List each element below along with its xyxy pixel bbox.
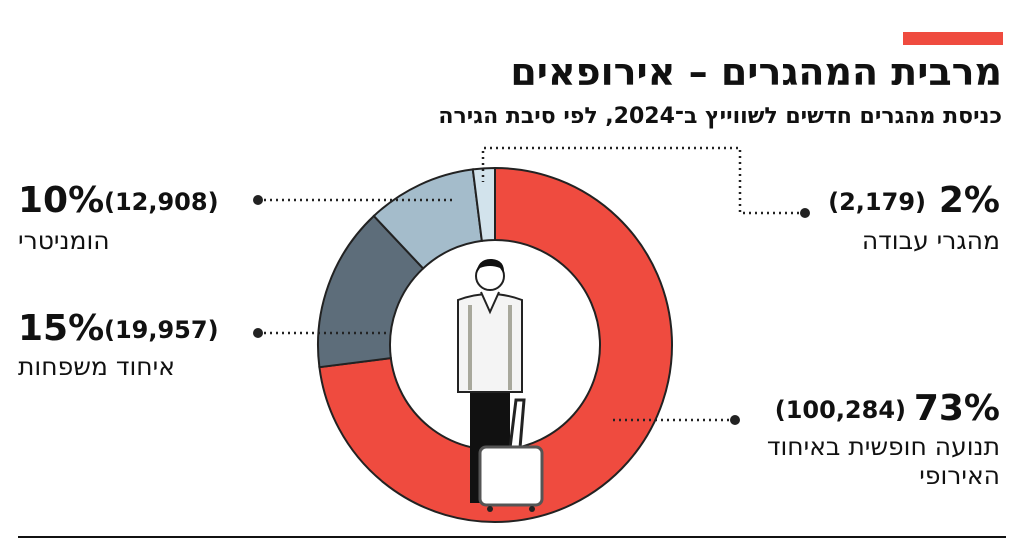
leader-dots <box>253 195 810 425</box>
value-label: 2% <box>938 180 1000 221</box>
slice <box>318 166 673 523</box>
value-label: 10% <box>18 180 105 221</box>
count-label: (100,284) <box>774 396 906 424</box>
count-label: (19,957) <box>104 316 219 344</box>
category-label: מהגרי עבודה <box>861 226 1000 255</box>
count-label: (12,908) <box>104 188 219 216</box>
donut <box>317 166 673 523</box>
person-illustration <box>457 258 544 512</box>
count-label: (2,179) <box>828 188 926 216</box>
value-label: 73% <box>913 388 1000 429</box>
dot <box>253 195 263 205</box>
dot <box>253 328 263 338</box>
dot <box>730 415 740 425</box>
title: מרבית המהגרים – אירופאים <box>510 50 1002 94</box>
category-label: איחוד משפחות <box>18 352 175 381</box>
category-label: תנועה חופשית באיחוד האירופי <box>766 432 1000 490</box>
category-label: הומניטרי <box>18 226 110 255</box>
accent-bar <box>903 32 1003 45</box>
subtitle: כניסת מהגרים חדשים לשווייץ ב־2024, לפי ס… <box>438 104 1002 129</box>
leaders <box>258 146 805 422</box>
value-label: 15% <box>18 308 105 349</box>
leader <box>481 146 805 215</box>
slice <box>471 166 496 242</box>
dot <box>800 208 810 218</box>
